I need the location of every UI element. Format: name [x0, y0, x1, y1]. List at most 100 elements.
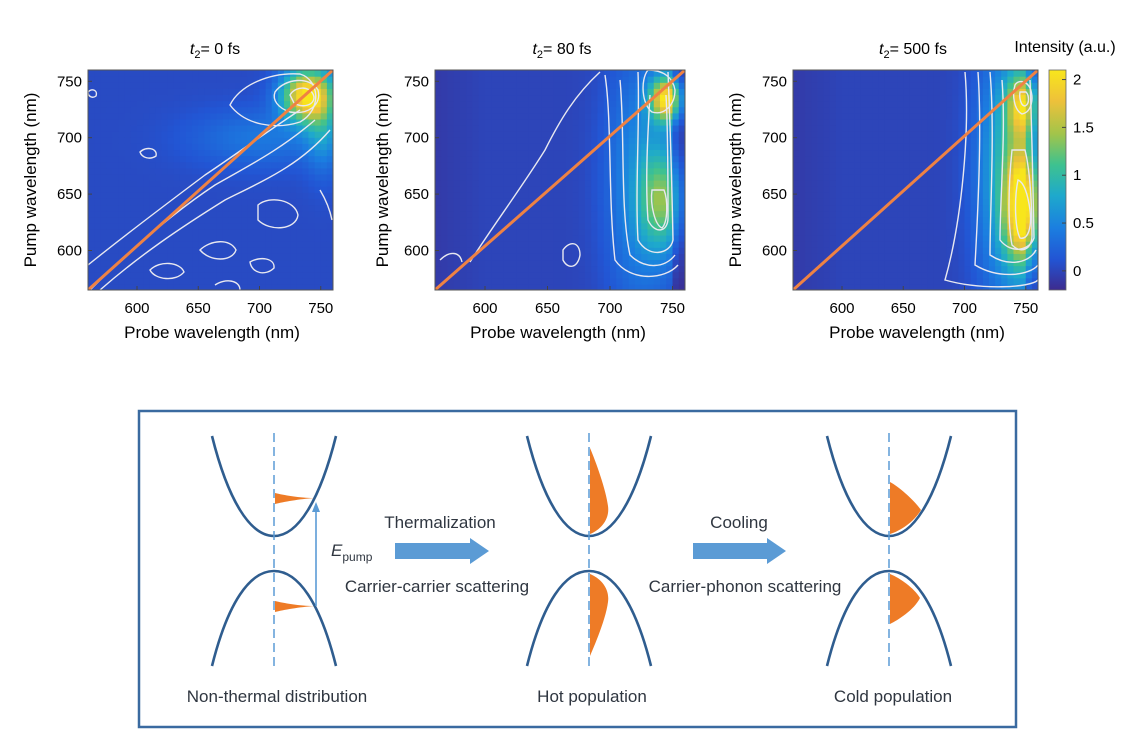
heatmap-cell [891, 192, 898, 199]
heatmap-cell [253, 70, 261, 77]
heatmap-cell [854, 253, 861, 261]
heatmap-cell [528, 137, 536, 144]
heatmap-cell [666, 216, 674, 224]
heatmap-cell [541, 265, 549, 273]
heatmap-cell [228, 228, 236, 236]
heatmap-cell [259, 186, 267, 193]
heatmap-cell [909, 76, 917, 83]
heatmap-cell [277, 235, 285, 242]
heatmap-cell [247, 235, 254, 242]
heatmap-cell [678, 259, 685, 267]
heatmap-cell [970, 210, 978, 218]
heatmap-cell [560, 204, 567, 212]
heatmap-cell [284, 204, 291, 212]
heatmap-cell [447, 94, 455, 102]
heatmap-cell [964, 192, 972, 199]
heatmap-cell [829, 210, 837, 218]
heatmap-cell [179, 149, 187, 157]
heatmap-cell [547, 283, 555, 290]
heatmap-cell [314, 118, 322, 126]
heatmap-cell [940, 137, 947, 144]
heatmap-cell [603, 155, 611, 163]
heatmap-cell [435, 198, 442, 206]
heatmap-cell [326, 149, 333, 157]
heatmap-cell [277, 143, 285, 151]
heatmap-cell [903, 235, 910, 242]
heatmap-cell [1031, 192, 1038, 199]
heatmap-cell [1013, 228, 1021, 236]
heatmap-cell [265, 216, 273, 224]
heatmap-cell [958, 131, 966, 138]
heatmap-cell [933, 216, 941, 224]
heatmap-cell [547, 137, 555, 144]
heatmap-cell [320, 94, 328, 102]
heatmap-cell [100, 82, 107, 89]
heatmap-cell [435, 265, 442, 273]
heatmap-cell [204, 70, 212, 77]
heatmap-cell [817, 118, 825, 126]
heatmap-cell [553, 186, 561, 193]
heatmap-cell [585, 161, 592, 169]
heatmap-cell [572, 100, 580, 108]
heatmap-cell [553, 192, 561, 199]
heatmap-cell [622, 283, 630, 290]
heatmap-cell [989, 241, 996, 248]
heatmap-cell [130, 94, 138, 102]
heatmap-cell [553, 222, 561, 230]
heatmap-cell [277, 88, 285, 96]
heatmap-cell [1019, 131, 1027, 138]
heatmap-cell [927, 167, 935, 175]
heatmap-cell [241, 143, 248, 151]
heatmap-cell [897, 70, 904, 77]
heatmap-cell [228, 204, 236, 212]
heatmap-cell [799, 125, 806, 132]
heatmap-cell [241, 241, 248, 248]
heatmap-cell [541, 100, 549, 108]
electron-distribution [890, 482, 921, 534]
heatmap-cell [265, 94, 273, 102]
heatmap-cell [173, 216, 181, 224]
heatmap-cell [952, 82, 959, 89]
heatmap-cell [241, 210, 248, 218]
heatmap-cell [491, 253, 499, 261]
heatmap-cell [666, 228, 674, 236]
heatmap-cell [1025, 186, 1033, 193]
heatmap-cell [259, 100, 267, 108]
heatmap-cell [946, 265, 953, 273]
heatmap-cell [228, 100, 236, 108]
heatmap-cell [235, 137, 242, 144]
heatmap-cell [817, 167, 825, 175]
heatmap-cell [472, 106, 480, 114]
heatmap-cell [1019, 106, 1027, 114]
heatmap-cell [897, 106, 904, 114]
heatmap-cell [143, 143, 150, 151]
heatmap-cell [503, 82, 511, 89]
heatmap-cell [137, 271, 144, 279]
heatmap-cell [222, 198, 230, 206]
heatmap-cell [603, 277, 611, 285]
heatmap-cell [660, 167, 667, 175]
heatmap-cell [478, 198, 486, 206]
heatmap-cell [216, 186, 224, 193]
heatmap-cell [241, 283, 248, 290]
heatmap-cell [1025, 265, 1033, 273]
heatmap-cell [1013, 204, 1021, 212]
heatmap-cell [560, 131, 567, 138]
heatmap-cell [933, 70, 941, 77]
heatmap-cell [503, 241, 511, 248]
heatmap-cell [854, 106, 861, 114]
heatmap-cell [915, 283, 923, 290]
heatmap-cell [560, 241, 567, 248]
heatmap-cell [628, 259, 636, 267]
heatmap-cell [921, 180, 929, 187]
heatmap-cell [253, 198, 261, 206]
heatmap-cell [106, 253, 114, 261]
heatmap-cell [927, 70, 935, 77]
heatmap-cell [235, 198, 242, 206]
heatmap-cell [866, 271, 874, 279]
heatmap-cell [314, 235, 322, 242]
heatmap-cell [472, 112, 480, 120]
heatmap-cell [124, 82, 132, 89]
heatmap-cell [572, 253, 580, 261]
heatmap-cell [678, 106, 685, 114]
